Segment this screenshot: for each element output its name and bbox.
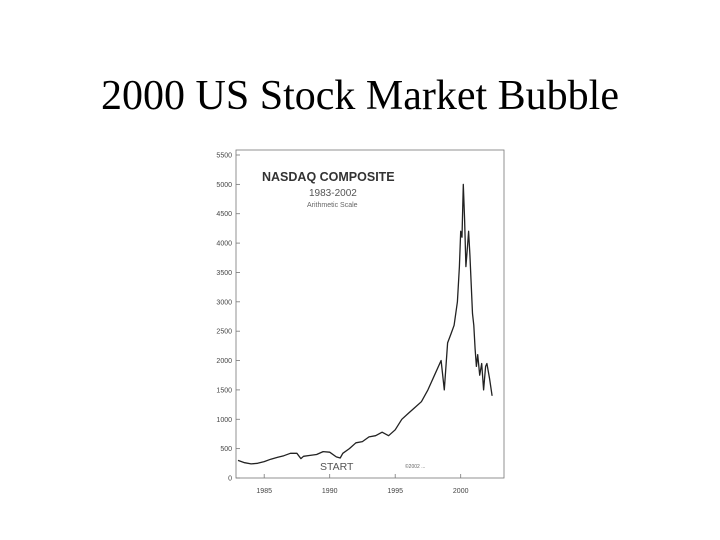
y-tick-label: 3500 bbox=[216, 270, 232, 277]
y-tick-label: 0 bbox=[228, 476, 232, 483]
y-tick-label: 3000 bbox=[216, 299, 232, 306]
y-tick-label: 1000 bbox=[216, 417, 232, 424]
y-tick-label: 1500 bbox=[216, 387, 232, 394]
y-tick-label: 5500 bbox=[216, 153, 232, 160]
start-annotation: START bbox=[320, 461, 354, 473]
y-tick-label: 2500 bbox=[216, 329, 232, 336]
series-line bbox=[237, 183, 493, 465]
x-tick-label: 1990 bbox=[322, 488, 338, 495]
chart-title: NASDAQ COMPOSITE bbox=[262, 170, 395, 184]
plot-frame bbox=[235, 149, 505, 479]
y-tick-label: 4000 bbox=[216, 241, 232, 248]
y-tick-label: 5000 bbox=[216, 182, 232, 189]
chart-axes bbox=[235, 149, 505, 479]
chart-scale-note: Arithmetic Scale bbox=[307, 202, 358, 209]
x-tick-label: 1995 bbox=[387, 488, 403, 495]
copyright-note: ©2002 ... bbox=[405, 463, 425, 470]
y-tick-label: 2000 bbox=[216, 358, 232, 365]
y-axis-ticks: 0 500 1000 1500 2000 2500 3000 3500 4000 4500 5000… bbox=[216, 153, 240, 483]
slide-title: 2000 US Stock Market Bubble bbox=[101, 73, 619, 119]
x-axis-ticks: 1985 1990 1995 2000 bbox=[256, 474, 469, 495]
y-tick-label: 4500 bbox=[216, 211, 232, 218]
y-tick-label: 500 bbox=[220, 446, 232, 453]
chart-subtitle: 1983-2002 bbox=[309, 188, 357, 199]
x-tick-label: 2000 bbox=[453, 488, 469, 495]
series-group bbox=[237, 183, 493, 465]
x-tick-label: 1985 bbox=[256, 488, 272, 495]
